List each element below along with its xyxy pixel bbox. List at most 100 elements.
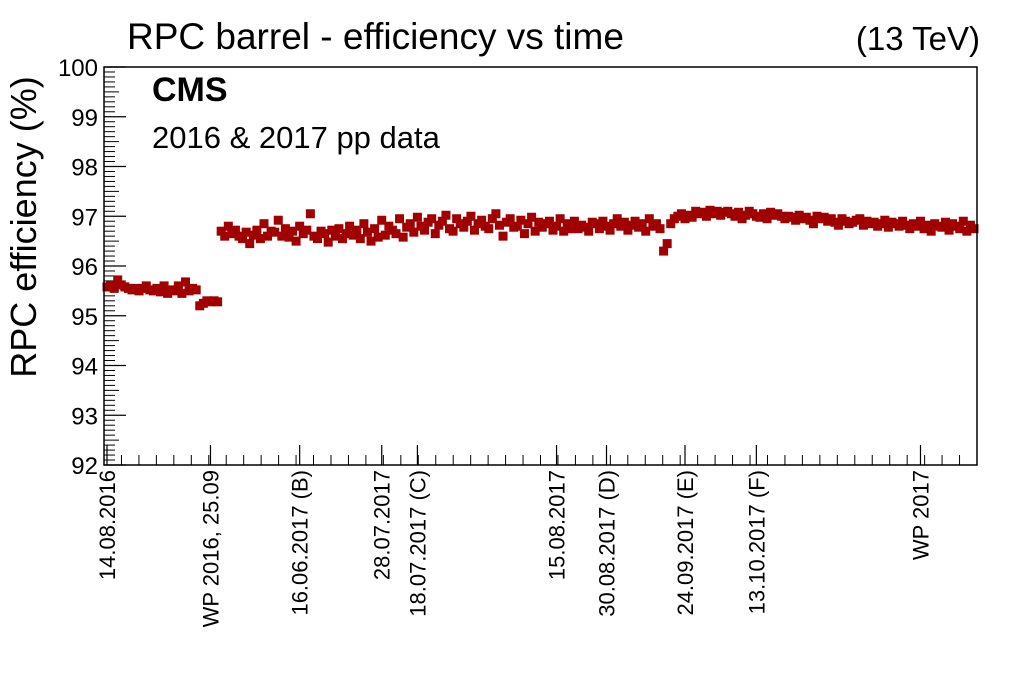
data-point — [791, 215, 801, 225]
data-point — [459, 222, 469, 232]
data-point — [230, 225, 240, 235]
data-point — [758, 209, 768, 219]
axis-ticks — [103, 66, 978, 466]
data-point — [641, 226, 651, 236]
data-point — [883, 222, 893, 232]
data-point — [494, 220, 504, 230]
y-tick-label: 99 — [71, 105, 98, 132]
data-point — [305, 209, 315, 219]
data-point — [362, 227, 372, 237]
x-tick-label: 24.09.2017 (E) — [673, 470, 698, 616]
data-point — [370, 224, 380, 234]
data-point — [530, 226, 540, 236]
data-point — [113, 275, 123, 285]
data-point — [412, 212, 422, 222]
data-point — [405, 219, 415, 229]
data-point — [644, 214, 654, 224]
data-point — [291, 236, 301, 246]
data-point — [762, 214, 772, 224]
data-point — [173, 281, 183, 291]
data-point — [905, 224, 915, 234]
data-point — [469, 225, 479, 235]
data-point — [487, 214, 497, 224]
data-point — [259, 219, 269, 229]
x-tick-label: 15.08.2017 — [545, 470, 570, 580]
data-point — [437, 216, 447, 226]
data-point — [359, 219, 369, 229]
data-point — [894, 221, 904, 231]
data-point — [612, 214, 622, 224]
data-point — [462, 216, 472, 226]
y-tick-label: 97 — [71, 204, 98, 231]
data-point — [420, 225, 430, 235]
y-tick-label: 98 — [71, 155, 98, 182]
data-point — [516, 215, 526, 225]
data-point — [880, 215, 890, 225]
data-point — [676, 209, 686, 219]
data-point — [833, 220, 843, 230]
data-point — [555, 214, 565, 224]
x-tick-label: 18.07.2017 (C) — [405, 470, 430, 617]
data-point — [398, 232, 408, 242]
data-point — [284, 232, 294, 242]
data-point — [484, 224, 494, 234]
data-point — [962, 226, 972, 236]
data-point — [330, 231, 340, 241]
data-point — [395, 214, 405, 224]
data-point — [527, 212, 537, 222]
y-tick-label: 92 — [71, 453, 98, 480]
data-point — [598, 216, 608, 226]
y-axis-label: RPC efficiency (%) — [3, 76, 44, 377]
data-point — [584, 226, 594, 236]
data-point — [544, 216, 554, 226]
data-points — [102, 205, 979, 311]
data-point — [562, 219, 572, 229]
dataset-label: 2016 & 2017 pp data — [152, 120, 441, 155]
data-point — [191, 285, 201, 295]
data-point — [348, 230, 358, 240]
x-tick-label: 14.08.2016 — [95, 470, 120, 580]
data-point — [969, 224, 979, 234]
data-point — [915, 216, 925, 226]
data-point — [651, 219, 661, 229]
data-point — [295, 221, 305, 231]
data-point — [566, 224, 576, 234]
data-point — [662, 239, 672, 249]
data-point — [808, 219, 818, 229]
data-point — [630, 216, 640, 226]
x-tick-label: 30.08.2017 (D) — [595, 470, 620, 617]
data-point — [277, 231, 287, 241]
data-point — [569, 216, 579, 226]
data-point — [177, 288, 187, 298]
data-point — [337, 234, 347, 244]
x-tick-label: WP 2017 — [908, 470, 933, 560]
data-point — [441, 210, 451, 220]
data-point — [448, 226, 458, 236]
data-point — [280, 224, 290, 234]
data-point — [302, 225, 312, 235]
data-point — [498, 231, 508, 241]
data-point — [327, 225, 337, 235]
data-point — [255, 234, 265, 244]
data-point — [594, 224, 604, 234]
data-point — [923, 220, 933, 230]
plot-frame — [103, 66, 978, 466]
data-point — [701, 211, 711, 221]
data-point — [366, 236, 376, 246]
x-tick-label: 28.07.2017 — [370, 470, 395, 580]
data-point — [263, 231, 273, 241]
y-tick-label: 100 — [58, 55, 98, 82]
data-point — [912, 221, 922, 231]
x-tick-label: 13.10.2017 (F) — [744, 470, 769, 614]
data-point — [334, 224, 344, 234]
data-point — [591, 219, 601, 229]
data-point — [273, 215, 283, 225]
data-point — [109, 283, 119, 293]
data-point — [491, 209, 501, 219]
data-point — [519, 229, 529, 239]
data-point — [605, 225, 615, 235]
data-point — [156, 287, 166, 297]
data-point — [623, 225, 633, 235]
data-point — [288, 226, 298, 236]
